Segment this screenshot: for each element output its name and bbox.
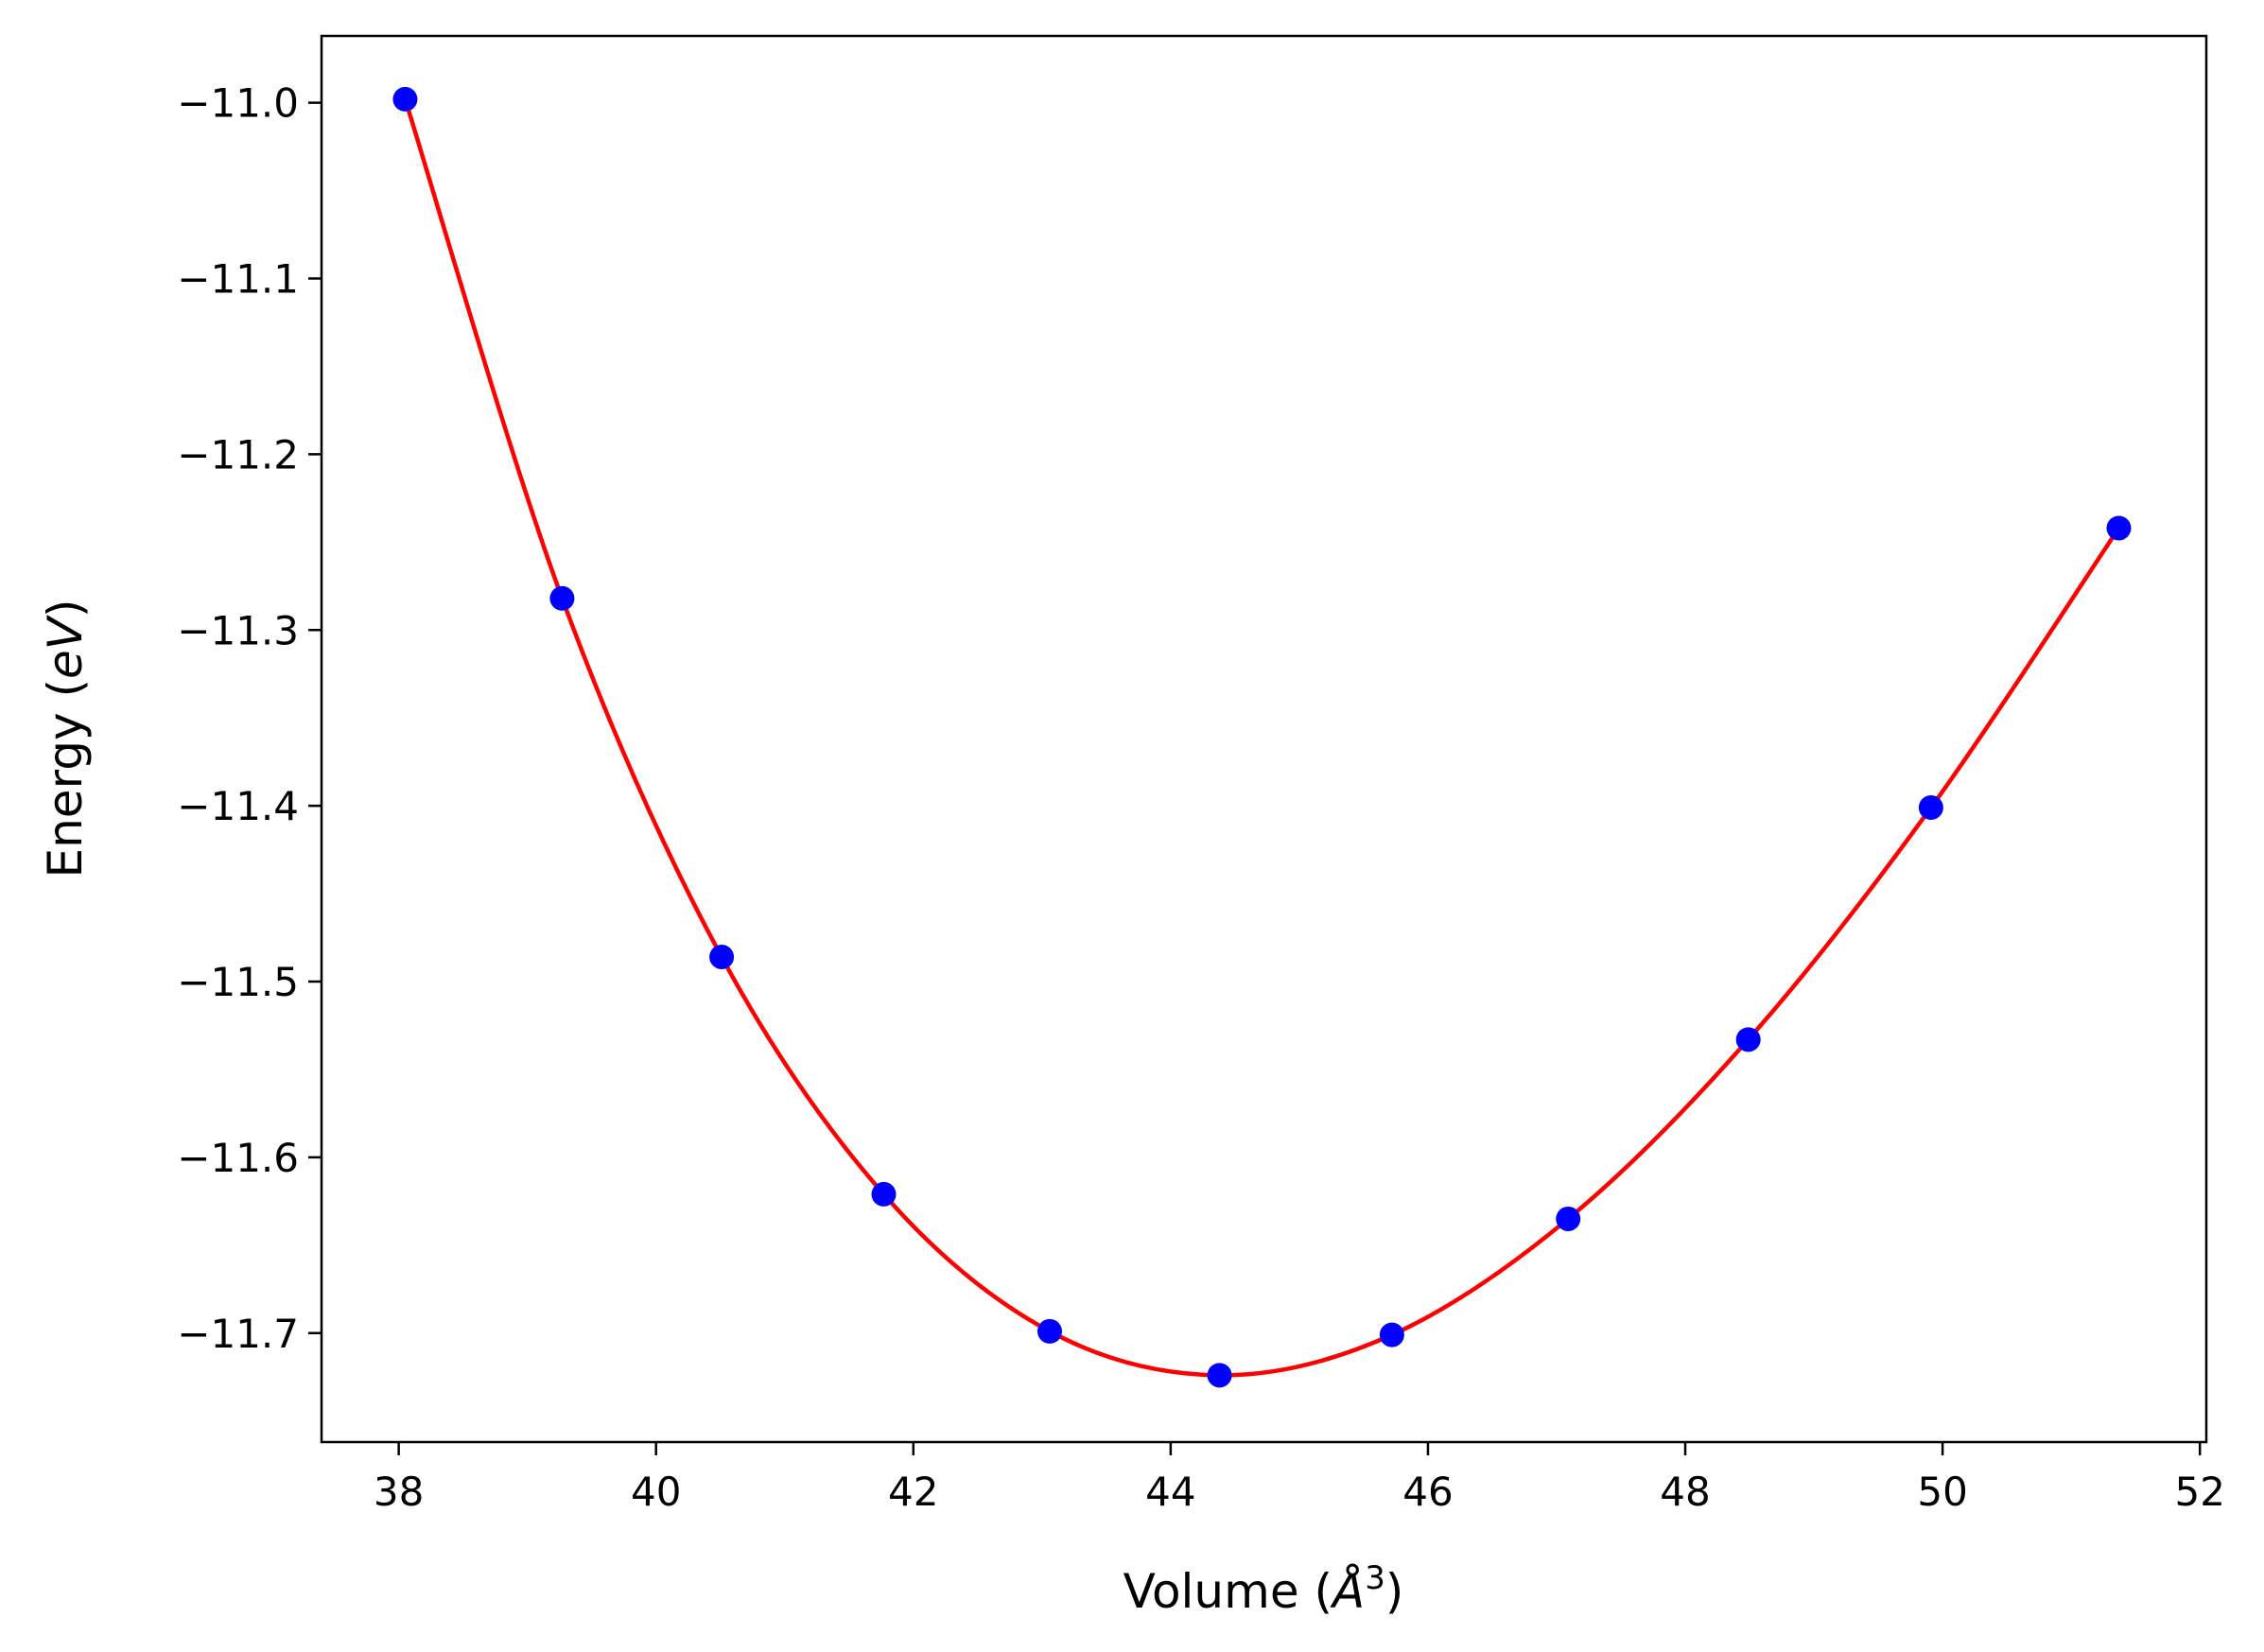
data-point <box>392 86 418 112</box>
data-point <box>871 1181 897 1207</box>
x-axis-ticks: 38 40 42 44 46 48 50 52 <box>374 1442 2225 1515</box>
y-tick-label: −11.5 <box>177 959 299 1005</box>
data-points-layer <box>392 86 2132 1388</box>
data-point <box>1918 794 1943 820</box>
data-point <box>1036 1318 1062 1344</box>
y-axis-ticks: −11.0 −11.1 −11.2 −11.3 −11.4 −11.5 −11.6 −11.7 <box>177 80 322 1357</box>
data-point <box>2106 515 2132 541</box>
y-tick-label: −11.1 <box>177 256 299 303</box>
fit-curve <box>403 98 2121 1378</box>
y-tick-label: −11.2 <box>177 431 299 478</box>
x-tick-label: 52 <box>2174 1469 2224 1515</box>
y-tick-label: −11.7 <box>177 1311 299 1357</box>
plot-area-background <box>322 36 2206 1442</box>
x-tick-label: 40 <box>631 1469 681 1515</box>
data-point <box>709 944 735 969</box>
x-tick-label: 42 <box>888 1469 938 1515</box>
plot-area-frame <box>320 34 2208 1444</box>
data-point <box>1556 1206 1581 1231</box>
x-tick-label: 46 <box>1402 1469 1453 1515</box>
x-tick-label: 38 <box>374 1469 424 1515</box>
x-axis-label: Volume (Å3) <box>1123 1559 1404 1619</box>
y-axis-label: Energy (eV) <box>38 600 93 878</box>
data-point <box>549 585 575 611</box>
y-tick-label: −11.6 <box>177 1135 299 1181</box>
data-point <box>1379 1322 1404 1348</box>
y-tick-label: −11.3 <box>177 607 299 653</box>
x-tick-label: 50 <box>1917 1469 1967 1515</box>
x-tick-label: 44 <box>1145 1469 1195 1515</box>
fit-curve-layer <box>403 98 2121 1378</box>
data-point <box>1207 1363 1232 1388</box>
x-tick-label: 48 <box>1660 1469 1710 1515</box>
data-point <box>1735 1027 1761 1052</box>
y-tick-label: −11.0 <box>177 80 299 127</box>
y-tick-label: −11.4 <box>177 783 299 829</box>
